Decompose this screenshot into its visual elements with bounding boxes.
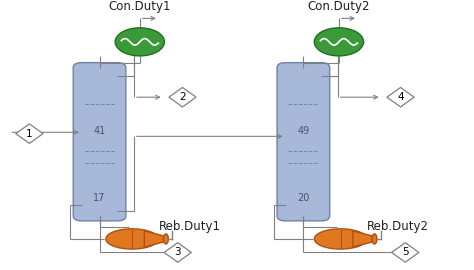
Text: 20: 20: [297, 193, 310, 204]
Circle shape: [115, 28, 164, 56]
Polygon shape: [16, 124, 43, 143]
Text: 2: 2: [179, 92, 186, 102]
Text: 17: 17: [93, 193, 106, 204]
Polygon shape: [387, 87, 414, 107]
Ellipse shape: [314, 229, 367, 249]
FancyBboxPatch shape: [73, 63, 126, 221]
Text: Reb.Duty2: Reb.Duty2: [367, 220, 429, 233]
Text: Con.Duty1: Con.Duty1: [109, 0, 171, 13]
Polygon shape: [169, 87, 196, 107]
Text: Reb.Duty1: Reb.Duty1: [159, 220, 221, 233]
Text: 4: 4: [397, 92, 404, 102]
Polygon shape: [144, 231, 166, 247]
Text: Con.Duty2: Con.Duty2: [308, 0, 370, 13]
Text: 1: 1: [26, 129, 33, 139]
Polygon shape: [392, 243, 419, 262]
Polygon shape: [353, 231, 374, 247]
Circle shape: [314, 28, 364, 56]
Text: 41: 41: [93, 126, 106, 136]
Text: 3: 3: [174, 247, 181, 258]
Text: 5: 5: [402, 247, 409, 258]
Text: 49: 49: [297, 126, 310, 136]
Polygon shape: [164, 243, 191, 262]
Ellipse shape: [106, 229, 158, 249]
Ellipse shape: [164, 234, 168, 244]
Ellipse shape: [372, 234, 377, 244]
FancyBboxPatch shape: [277, 63, 330, 221]
